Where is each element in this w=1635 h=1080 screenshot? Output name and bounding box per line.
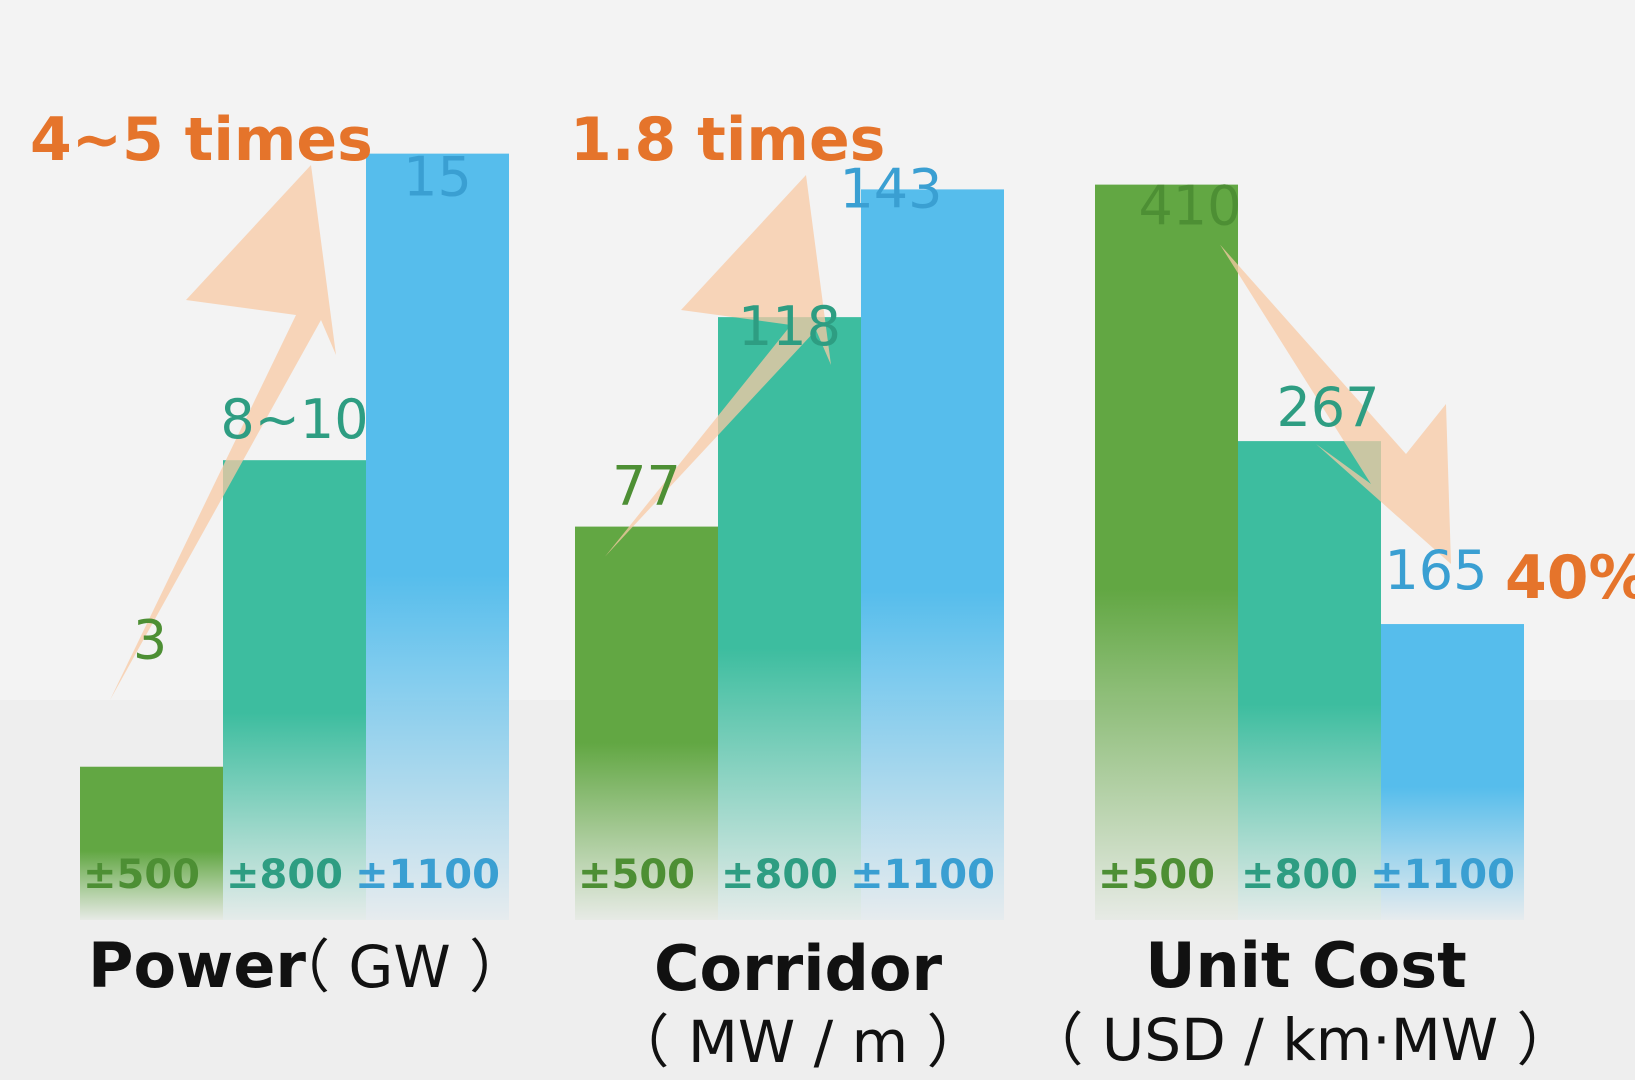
panel-unit-cost-tick-800: ±800 [1241,852,1358,898]
panel-corridor-callout: 1.8 times [570,105,885,175]
panel-corridor-value-label-500: 77 [612,455,681,518]
bar-unit-cost-1100 [1381,624,1524,920]
panel-corridor-unit: （ MW / m ） [611,1008,984,1076]
bar-power-800 [223,460,366,920]
bar-corridor-800 [718,317,861,920]
bar-unit-cost-500 [1095,184,1238,921]
panel-corridor-tick-500: ±500 [578,852,695,898]
panel-corridor-bars [575,189,1004,920]
panel-unit-cost-title: Unit Cost [1145,929,1467,1002]
panel-corridor-value-label-800: 118 [738,295,841,358]
bar-corridor-500 [575,526,718,920]
trend-arrow-icon [110,165,336,700]
panel-unit-cost-callout: 40% [1505,543,1635,613]
panel-power-arrow [110,165,336,700]
panel-unit-cost-tick-500: ±500 [1098,852,1215,898]
panel-unit-cost-value-label-500: 410 [1138,175,1241,238]
bar-power-1100 [366,153,509,921]
panel-unit-cost-bars [1095,184,1524,921]
panel-corridor: 77 118 143 ±500 ±800 ±1100 1.8 times Cor… [570,105,1004,1076]
panel-power-title: Power [88,929,306,1002]
panel-corridor-value-label-1100: 143 [839,157,942,220]
panel-power-value-label-800: 8~10 [220,388,368,451]
panel-power-tick-1100: ±1100 [355,852,500,898]
trend-arrow-icon [605,175,831,557]
panel-power-bars [80,153,509,921]
panel-power-tick-500: ±500 [83,852,200,898]
panel-unit-cost-unit: （ USD / km·MW ） [1025,1006,1574,1074]
bar-power-500 [80,766,223,920]
trend-arrow-icon [1220,244,1451,565]
bar-corridor-1100 [861,189,1004,920]
panel-corridor-title: Corridor [654,932,942,1005]
panel-unit-cost: 410 267 165 ±500 ±800 ±1100 40% Unit Cos… [1025,175,1635,1074]
panel-power-value-label-500: 3 [133,609,167,672]
panel-corridor-tick-1100: ±1100 [850,852,995,898]
panel-corridor-tick-800: ±800 [721,852,838,898]
panel-power-tick-800: ±800 [226,852,343,898]
panel-power: 3 8~10 15 ±500 ±800 ±1100 4~5 times Powe… [30,105,527,1002]
panel-power-value-label-1100: 15 [403,146,472,209]
panel-unit-cost-arrow [1220,244,1451,565]
panel-unit-cost-value-label-800: 267 [1276,376,1379,439]
panel-power-callout: 4~5 times [30,105,373,175]
panel-corridor-arrow [605,175,831,557]
panel-unit-cost-tick-1100: ±1100 [1370,852,1515,898]
bar-unit-cost-800 [1238,441,1381,920]
panel-power-unit: （ GW ） [272,933,527,1001]
panel-unit-cost-value-label-1100: 165 [1384,539,1487,602]
